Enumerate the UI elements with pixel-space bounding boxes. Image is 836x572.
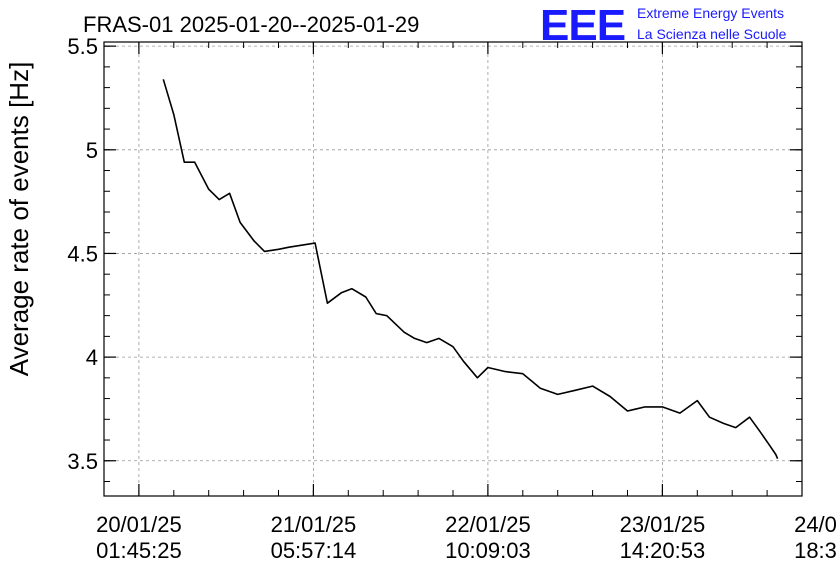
plot-frame [103, 41, 803, 497]
grid-lines [104, 42, 802, 496]
x-tick-time: 10:09:03 [445, 538, 531, 563]
y-tick-label: 5.5 [67, 34, 98, 59]
x-tick-time: 05:57:14 [271, 538, 357, 563]
x-tick-time: 18:32:42 [794, 538, 836, 563]
x-tick-date: 23/01/25 [620, 512, 706, 537]
eee-logo: EEE Extreme Energy Events La Scienza nel… [540, 1, 787, 50]
y-tick-labels: 3.5 4 4.5 5 5.5 [67, 34, 98, 474]
axis-ticks [103, 42, 802, 496]
logo-line2: La Scienza nelle Scuole [637, 26, 787, 42]
chart-title: FRAS-01 2025-01-20--2025-01-29 [83, 12, 419, 37]
y-tick-label: 4.5 [67, 241, 98, 266]
data-series [162, 79, 779, 460]
logo-mark: EEE [540, 1, 625, 50]
y-axis-label: Average rate of events [Hz] [4, 62, 34, 377]
x-tick-date: 24/01/25 [794, 512, 836, 537]
x-tick-date: 22/01/25 [445, 512, 531, 537]
x-tick-date: 21/01/25 [271, 512, 357, 537]
y-tick-label: 4 [86, 345, 98, 370]
x-tick-date: 20/01/25 [96, 512, 182, 537]
logo-line1: Extreme Energy Events [637, 5, 784, 21]
y-tick-label: 3.5 [67, 449, 98, 474]
x-tick-time: 01:45:25 [96, 538, 182, 563]
x-tick-time: 14:20:53 [620, 538, 706, 563]
y-tick-label: 5 [86, 138, 98, 163]
rate-line [162, 79, 779, 460]
